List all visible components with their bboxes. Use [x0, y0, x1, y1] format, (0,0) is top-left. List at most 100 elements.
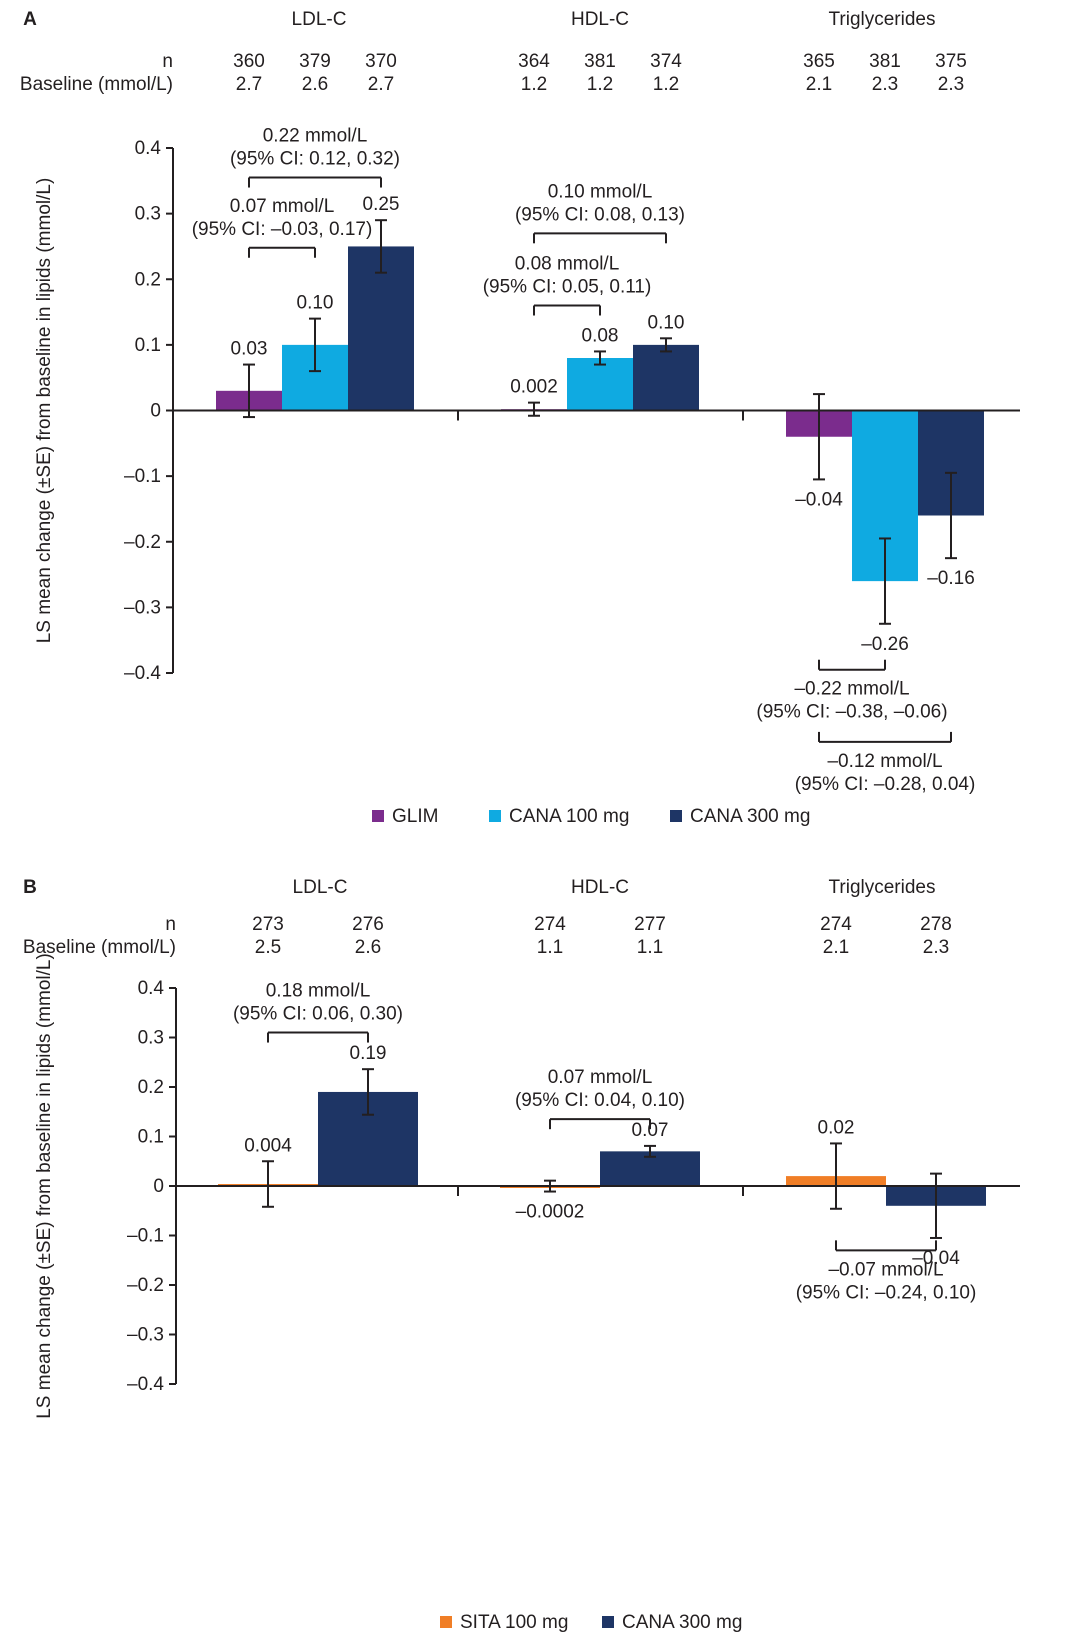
category-label: Triglycerides	[829, 9, 936, 30]
y-tick-label: 0.4	[138, 978, 165, 999]
baseline-value: 2.3	[938, 74, 964, 95]
n-row-label: n	[162, 51, 173, 72]
n-row-label: n	[165, 914, 176, 935]
n-value: 379	[299, 51, 331, 72]
baseline-value: 2.6	[302, 74, 328, 95]
y-tick-label: 0.3	[135, 204, 161, 225]
n-value: 274	[820, 914, 852, 935]
y-tick-label: 0	[153, 1176, 164, 1197]
comparison-difference: –0.12 mmol/L	[827, 751, 942, 772]
comparison-difference: 0.10 mmol/L	[548, 181, 653, 202]
baseline-value: 1.2	[653, 74, 679, 95]
y-axis-label: LS mean change (±SE) from baseline in li…	[34, 953, 55, 1419]
category-label: HDL-C	[571, 877, 629, 898]
y-tick-label: –0.4	[127, 1374, 164, 1395]
baseline-value: 2.3	[923, 937, 949, 958]
bar-value-label: 0.10	[297, 293, 334, 314]
y-tick-label: –0.3	[124, 597, 161, 618]
baseline-value: 2.3	[872, 74, 898, 95]
n-value: 360	[233, 51, 265, 72]
baseline-value: 1.2	[587, 74, 613, 95]
legend-swatch	[489, 810, 501, 822]
comparison-difference: 0.22 mmol/L	[263, 126, 368, 147]
y-axis-label: LS mean change (±SE) from baseline in li…	[34, 178, 55, 644]
n-value: 276	[352, 914, 384, 935]
y-tick-label: –0.2	[124, 532, 161, 553]
bar-value-label: –0.26	[861, 634, 909, 655]
bar-value-label: 0.02	[818, 1117, 855, 1138]
comparison-difference: 0.18 mmol/L	[266, 981, 371, 1002]
y-tick-label: 0.1	[138, 1127, 164, 1148]
n-value: 277	[634, 914, 666, 935]
baseline-value: 1.1	[637, 937, 663, 958]
n-value: 278	[920, 914, 952, 935]
baseline-value: 2.7	[236, 74, 262, 95]
bar-value-label: 0.004	[244, 1135, 292, 1156]
bar-value-label: –0.04	[912, 1248, 960, 1269]
comparison-ci: (95% CI: 0.04, 0.10)	[515, 1090, 685, 1111]
n-value: 365	[803, 51, 835, 72]
y-tick-label: 0.2	[135, 269, 161, 290]
baseline-value: 1.1	[537, 937, 563, 958]
baseline-row-label: Baseline (mmol/L)	[20, 74, 173, 95]
legend-swatch	[670, 810, 682, 822]
category-label: HDL-C	[571, 9, 629, 30]
y-tick-label: –0.4	[124, 663, 161, 684]
bar-value-label: –0.04	[795, 489, 843, 510]
legend-swatch	[372, 810, 384, 822]
bar-value-label: –0.16	[927, 568, 975, 589]
comparison-difference: 0.08 mmol/L	[515, 254, 620, 275]
baseline-value: 1.2	[521, 74, 547, 95]
y-tick-label: 0.3	[138, 1028, 164, 1049]
bar-value-label: 0.25	[363, 194, 400, 215]
legend-label: GLIM	[392, 806, 438, 827]
panel-label: A	[23, 9, 37, 30]
n-value: 364	[518, 51, 550, 72]
comparison-ci: (95% CI: 0.12, 0.32)	[230, 149, 400, 170]
y-tick-label: 0.1	[135, 335, 161, 356]
comparison-ci: (95% CI: 0.08, 0.13)	[515, 204, 685, 225]
panel-label: B	[23, 877, 37, 898]
category-label: Triglycerides	[829, 877, 936, 898]
n-value: 273	[252, 914, 284, 935]
n-value: 374	[650, 51, 682, 72]
comparison-difference: 0.07 mmol/L	[548, 1067, 653, 1088]
comparison-difference: 0.07 mmol/L	[230, 196, 335, 217]
baseline-value: 2.1	[806, 74, 832, 95]
comparison-ci: (95% CI: –0.28, 0.04)	[795, 774, 976, 795]
bar-value-label: 0.03	[231, 339, 268, 360]
baseline-row-label: Baseline (mmol/L)	[23, 937, 176, 958]
comparison-ci: (95% CI: –0.38, –0.06)	[756, 702, 947, 723]
legend-label: SITA 100 mg	[460, 1612, 568, 1633]
comparison-ci: (95% CI: 0.05, 0.11)	[483, 277, 652, 298]
n-value: 274	[534, 914, 566, 935]
bar-value-label: –0.0002	[516, 1202, 585, 1223]
y-tick-label: 0	[150, 401, 161, 422]
n-value: 375	[935, 51, 967, 72]
bar-value-label: 0.002	[510, 377, 558, 398]
baseline-value: 2.5	[255, 937, 281, 958]
comparison-ci: (95% CI: –0.24, 0.10)	[796, 1282, 977, 1303]
comparison-ci: (95% CI: –0.03, 0.17)	[192, 219, 373, 240]
bar-value-label: 0.19	[350, 1043, 387, 1064]
bar-value-label: 0.08	[582, 325, 619, 346]
comparison-ci: (95% CI: 0.06, 0.30)	[233, 1004, 403, 1025]
bar	[633, 344, 699, 411]
legend-label: CANA 300 mg	[690, 806, 810, 827]
legend-swatch	[602, 1616, 614, 1628]
bar	[567, 358, 633, 411]
comparison-difference: –0.07 mmol/L	[828, 1259, 943, 1280]
y-tick-label: 0.2	[138, 1077, 164, 1098]
legend-label: CANA 300 mg	[622, 1612, 742, 1633]
category-label: LDL-C	[292, 9, 347, 30]
bar	[348, 246, 414, 411]
legend-swatch	[440, 1616, 452, 1628]
y-tick-label: –0.2	[127, 1275, 164, 1296]
y-tick-label: –0.1	[124, 466, 161, 487]
n-value: 370	[365, 51, 397, 72]
legend-label: CANA 100 mg	[509, 806, 629, 827]
baseline-value: 2.7	[368, 74, 394, 95]
baseline-value: 2.1	[823, 937, 849, 958]
category-label: LDL-C	[293, 877, 348, 898]
